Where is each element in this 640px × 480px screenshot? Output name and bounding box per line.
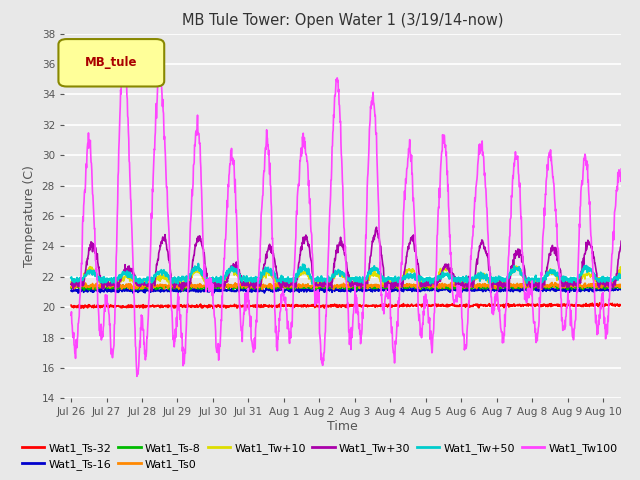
Legend: Wat1_Ts-32, Wat1_Ts-16, Wat1_Ts-8, Wat1_Ts0, Wat1_Tw+10, Wat1_Tw+30, Wat1_Tw+50,: Wat1_Ts-32, Wat1_Ts-16, Wat1_Ts-8, Wat1_… xyxy=(18,438,622,474)
X-axis label: Time: Time xyxy=(327,420,358,433)
FancyBboxPatch shape xyxy=(58,39,164,86)
Title: MB Tule Tower: Open Water 1 (3/19/14-now): MB Tule Tower: Open Water 1 (3/19/14-now… xyxy=(182,13,503,28)
Y-axis label: Temperature (C): Temperature (C) xyxy=(23,165,36,267)
Text: MB_tule: MB_tule xyxy=(85,56,138,69)
